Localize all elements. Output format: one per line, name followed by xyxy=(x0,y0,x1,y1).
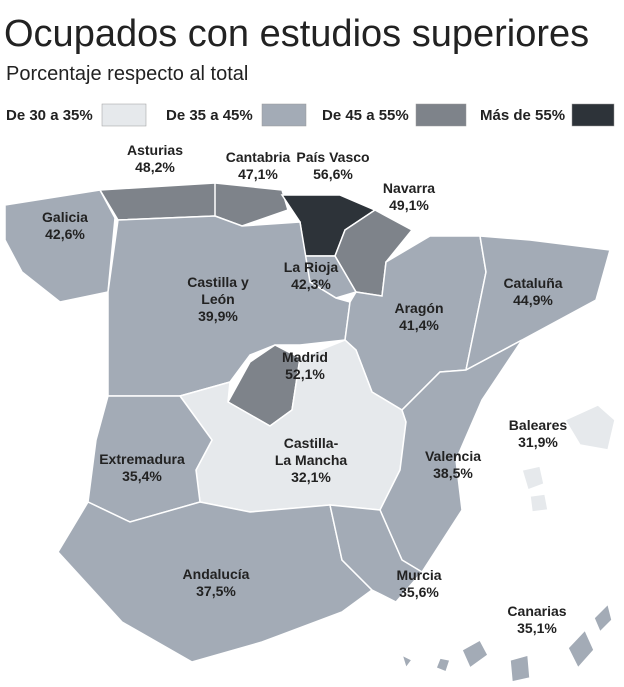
region-name: La Mancha xyxy=(275,452,348,468)
region-name: Madrid xyxy=(282,349,328,365)
region-value: 44,9% xyxy=(513,292,553,308)
region-value: 35,4% xyxy=(122,468,162,484)
region-name: Baleares xyxy=(509,417,568,433)
region-name: Galicia xyxy=(42,209,88,225)
region xyxy=(563,404,616,451)
region-name: País Vasco xyxy=(296,149,369,165)
region-value: 32,1% xyxy=(291,469,331,485)
region-name: Castilla- xyxy=(284,435,339,451)
region-value: 41,4% xyxy=(399,317,439,333)
region xyxy=(464,235,611,372)
region-value: 35,1% xyxy=(517,620,557,636)
region xyxy=(509,654,531,683)
region xyxy=(98,182,232,221)
region-name: Canarias xyxy=(507,603,566,619)
region-value: 38,5% xyxy=(433,465,473,481)
region-value: 31,9% xyxy=(518,434,558,450)
region xyxy=(329,504,424,603)
region-value: 49,1% xyxy=(389,197,429,213)
region xyxy=(521,465,545,491)
legend-swatch xyxy=(571,103,615,127)
legend-swatch xyxy=(101,103,147,127)
region xyxy=(4,189,116,303)
region xyxy=(57,501,374,663)
region-value: 48,2% xyxy=(135,159,175,175)
region-value: 42,6% xyxy=(45,226,85,242)
region-name: Valencia xyxy=(425,448,481,464)
region-value: 56,6% xyxy=(313,166,353,182)
region-name: Extremadura xyxy=(99,451,185,467)
region-name: Asturias xyxy=(127,142,183,158)
legend-swatch xyxy=(415,103,467,127)
region-name: Aragón xyxy=(395,300,444,316)
region-value: 39,9% xyxy=(198,308,238,324)
region xyxy=(214,182,289,227)
region xyxy=(529,493,549,513)
region-name: La Rioja xyxy=(284,259,339,275)
region-name: Castilla y xyxy=(187,274,249,290)
legend-label: Más de 55% xyxy=(480,107,565,124)
region-value: 42,3% xyxy=(291,276,331,292)
title: Ocupados con estudios superiores xyxy=(4,13,589,55)
region-name: Cataluña xyxy=(503,275,562,291)
region-value: 47,1% xyxy=(238,166,278,182)
region-name: Cantabria xyxy=(226,149,291,165)
region-name: Andalucía xyxy=(183,566,250,582)
region-value: 35,6% xyxy=(399,584,439,600)
legend-swatch xyxy=(261,103,307,127)
region-name: Murcia xyxy=(396,567,441,583)
subtitle: Porcentaje respecto al total xyxy=(6,63,248,85)
region xyxy=(400,653,414,670)
legend-label: De 30 a 35% xyxy=(6,107,93,124)
region-name: Navarra xyxy=(383,180,435,196)
legend-label: De 45 a 55% xyxy=(322,107,409,124)
region xyxy=(567,628,595,670)
region-value: 37,5% xyxy=(196,583,236,599)
region-value: 52,1% xyxy=(285,366,325,382)
region xyxy=(593,602,613,634)
region xyxy=(461,638,489,670)
region xyxy=(435,657,451,673)
legend-label: De 35 a 45% xyxy=(166,107,253,124)
region-name: León xyxy=(201,291,234,307)
